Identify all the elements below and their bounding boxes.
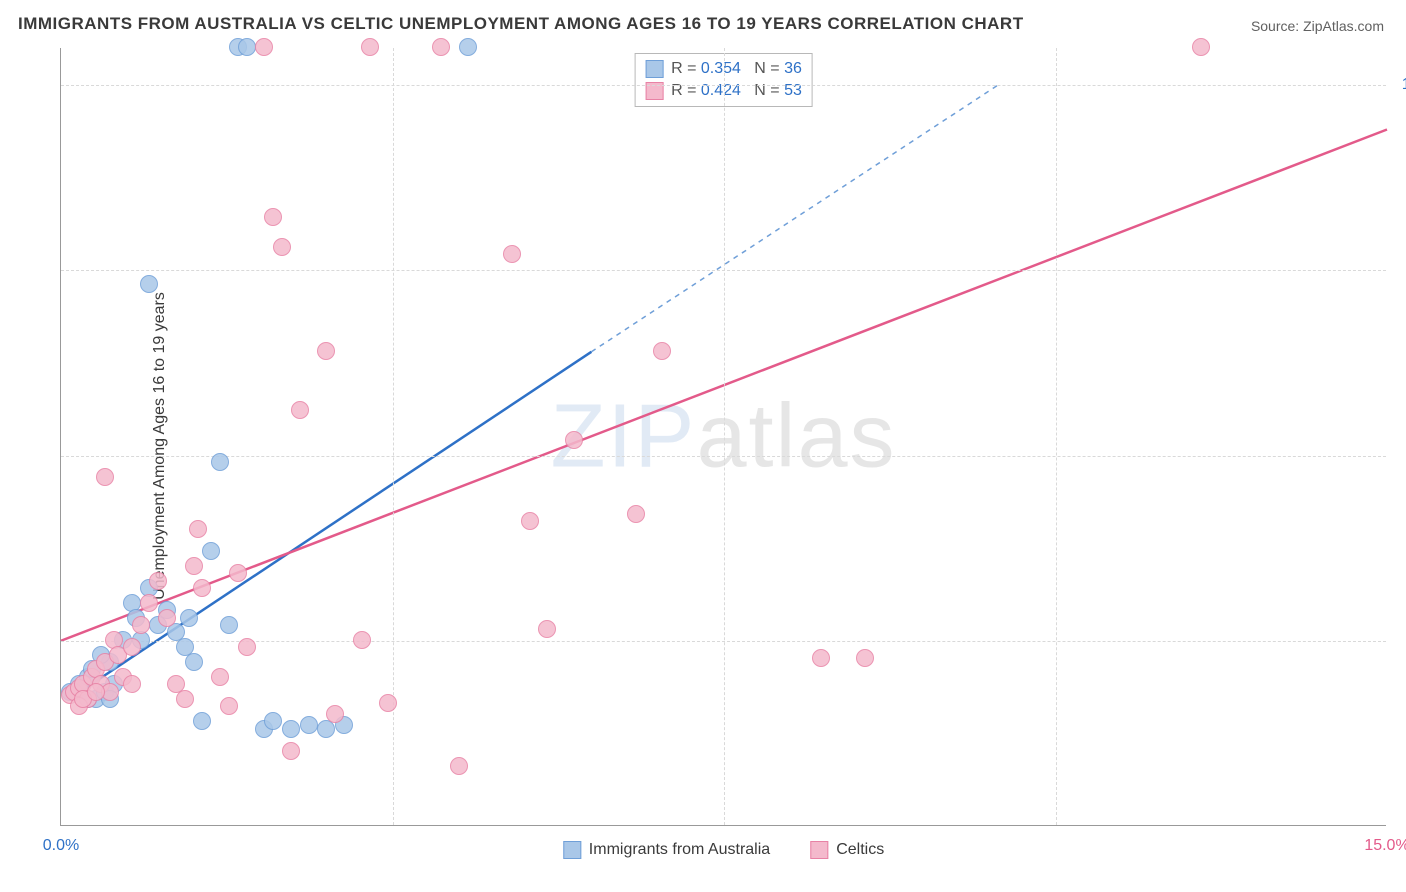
data-point [220,616,238,634]
data-point [238,638,256,656]
data-point [149,572,167,590]
data-point [379,694,397,712]
legend-label: Immigrants from Australia [589,841,770,859]
data-point [185,557,203,575]
data-point [565,431,583,449]
data-point [158,609,176,627]
data-point [264,712,282,730]
x-tick-label: 0.0% [43,837,79,855]
data-point [87,683,105,701]
data-point [317,342,335,360]
data-point [353,631,371,649]
legend-item: Immigrants from Australia [563,841,770,859]
y-tick-label: 50.0% [1396,447,1406,465]
data-point [176,690,194,708]
source-label: Source: [1251,18,1303,34]
data-point [627,505,645,523]
legend-swatch [810,841,828,859]
data-point [140,275,158,293]
source-value: ZipAtlas.com [1303,18,1384,34]
trend-line-extrapolated [591,85,998,352]
data-point [123,638,141,656]
data-point [538,620,556,638]
x-tick-label: 15.0% [1364,837,1406,855]
data-point [229,564,247,582]
data-point [273,238,291,256]
plot-area: ZIPatlas R = 0.354 N = 36R = 0.424 N = 5… [60,48,1386,826]
data-point [193,712,211,730]
data-point [211,453,229,471]
legend-item: Celtics [810,841,884,859]
data-point [238,38,256,56]
data-point [459,38,477,56]
data-point [856,649,874,667]
data-point [96,468,114,486]
data-point [653,342,671,360]
data-point [503,245,521,263]
data-point [326,705,344,723]
chart-title: IMMIGRANTS FROM AUSTRALIA VS CELTIC UNEM… [18,14,1024,34]
gridline-vertical [1056,48,1057,825]
legend-swatch [645,60,663,78]
legend-label: Celtics [836,841,884,859]
data-point [202,542,220,560]
data-point [193,579,211,597]
data-point [211,668,229,686]
y-tick-label: 75.0% [1396,261,1406,279]
data-point [1192,38,1210,56]
data-point [521,512,539,530]
data-point [432,38,450,56]
gridline-vertical [724,48,725,825]
data-point [123,675,141,693]
data-point [282,742,300,760]
data-point [255,38,273,56]
data-point [189,520,207,538]
y-tick-label: 100.0% [1396,76,1406,94]
data-point [450,757,468,775]
data-point [220,697,238,715]
legend-swatch [563,841,581,859]
legend-stats: R = 0.354 N = 36 [671,60,802,78]
data-point [300,716,318,734]
data-point [180,609,198,627]
correlation-chart: IMMIGRANTS FROM AUSTRALIA VS CELTIC UNEM… [0,0,1406,892]
series-legend: Immigrants from Australia Celtics [563,841,884,859]
data-point [361,38,379,56]
source-attribution: Source: ZipAtlas.com [1251,18,1384,34]
data-point [264,208,282,226]
data-point [140,594,158,612]
y-tick-label: 25.0% [1396,632,1406,650]
data-point [812,649,830,667]
data-point [185,653,203,671]
data-point [282,720,300,738]
data-point [291,401,309,419]
data-point [132,616,150,634]
